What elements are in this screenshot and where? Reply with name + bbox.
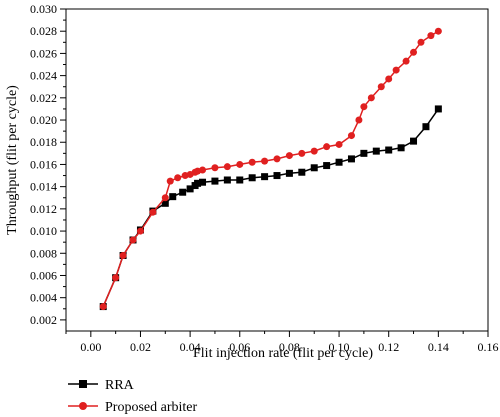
data-point-rra [335, 158, 343, 166]
y-tick-label: 0.026 [30, 46, 57, 60]
x-tick-label: 0.14 [428, 340, 449, 354]
data-point-proposed-arbiter [199, 166, 207, 174]
data-point-proposed-arbiter [236, 160, 244, 168]
data-point-proposed-arbiter [323, 143, 331, 151]
data-point-proposed-arbiter [211, 164, 219, 172]
data-point-rra [161, 199, 169, 207]
data-point-rra [360, 149, 368, 157]
y-axis-label: Throughput (flit per cycle) [5, 85, 20, 235]
data-point-proposed-arbiter [377, 83, 385, 91]
data-point-rra [273, 172, 281, 180]
x-tick-label: 0.12 [378, 340, 399, 354]
data-point-proposed-arbiter [99, 303, 107, 311]
x-tick-label: 0.08 [279, 340, 300, 354]
x-tick-label: 0.06 [229, 340, 250, 354]
data-point-proposed-arbiter [360, 103, 368, 111]
data-point-proposed-arbiter [410, 48, 418, 56]
legend-marker-proposed-arbiter [79, 402, 87, 410]
y-tick-label: 0.002 [30, 313, 57, 327]
data-point-proposed-arbiter [367, 94, 375, 102]
axes: 0.00 0.02 0.04 0.06 0.08 0.10 0.12 0.14 0.16 0.00… [30, 2, 499, 354]
data-point-proposed-arbiter [119, 251, 127, 259]
series-line-proposed-arbiter [102, 30, 439, 307]
data-point-proposed-arbiter [335, 140, 343, 148]
x-axis-label: Flit injection rate (flit per cycle) [193, 346, 373, 361]
y-tick-label: 0.028 [30, 24, 57, 38]
y-tick-label: 0.018 [30, 135, 57, 149]
data-point-proposed-arbiter [355, 116, 363, 124]
data-point-rra [323, 162, 331, 170]
x-tick-label: 0.00 [80, 340, 101, 354]
data-point-proposed-arbiter [166, 177, 174, 185]
data-point-rra [372, 147, 380, 155]
x-tick-label: 0.04 [180, 340, 201, 354]
y-tick-label: 0.016 [30, 157, 57, 171]
plot-frame [65, 8, 489, 332]
data-point-proposed-arbiter [347, 132, 355, 140]
data-point-proposed-arbiter [385, 75, 393, 83]
data-point-proposed-arbiter [112, 274, 120, 282]
data-point-rra [169, 193, 177, 201]
data-point-rra [194, 179, 202, 187]
data-point-proposed-arbiter [161, 194, 169, 202]
y-tick-label: 0.030 [30, 2, 57, 16]
plot-area [99, 27, 442, 311]
y-tick-label: 0.020 [30, 113, 57, 127]
y-tick-label: 0.010 [30, 224, 57, 238]
x-tick-label: 0.10 [329, 340, 350, 354]
y-tick-label: 0.012 [30, 202, 57, 216]
legend-marker-rra [79, 380, 87, 388]
y-tick-label: 0.024 [30, 69, 57, 83]
data-point-rra [248, 174, 256, 182]
data-point-rra [236, 176, 244, 184]
data-point-rra [434, 105, 442, 113]
data-point-proposed-arbiter [129, 236, 137, 244]
data-point-proposed-arbiter [427, 32, 435, 40]
data-point-rra [298, 168, 306, 176]
data-point-proposed-arbiter [434, 27, 442, 35]
data-point-proposed-arbiter [248, 158, 256, 166]
data-point-proposed-arbiter [136, 227, 144, 235]
legend: RRA Proposed arbiter [68, 378, 197, 415]
data-point-rra [211, 177, 219, 185]
data-point-proposed-arbiter [392, 66, 400, 74]
data-point-rra [199, 178, 207, 186]
y-tick-label: 0.014 [30, 180, 57, 194]
data-point-proposed-arbiter [417, 38, 425, 46]
data-point-rra [285, 169, 293, 177]
data-point-rra [422, 123, 430, 131]
data-point-rra [186, 185, 194, 193]
data-point-rra [261, 173, 269, 181]
data-point-proposed-arbiter [285, 152, 293, 160]
legend-label-proposed-arbiter: Proposed arbiter [105, 400, 197, 415]
data-point-proposed-arbiter [402, 57, 410, 65]
data-point-proposed-arbiter [310, 147, 318, 155]
y-tick-label: 0.004 [30, 291, 57, 305]
data-point-proposed-arbiter [149, 208, 157, 216]
data-point-rra [385, 146, 393, 154]
data-point-rra [223, 176, 231, 184]
data-point-rra [410, 137, 418, 145]
data-point-proposed-arbiter [223, 163, 231, 171]
y-tick-label: 0.006 [30, 268, 57, 282]
data-point-proposed-arbiter [273, 155, 281, 163]
data-point-rra [397, 144, 405, 152]
y-tick-label: 0.008 [30, 246, 57, 260]
data-point-rra [310, 164, 318, 172]
data-point-proposed-arbiter [298, 149, 306, 157]
data-point-rra [179, 188, 187, 196]
legend-label-rra: RRA [105, 378, 135, 393]
data-point-proposed-arbiter [174, 174, 182, 182]
data-point-rra [347, 155, 355, 163]
x-tick-label: 0.16 [478, 340, 499, 354]
x-tick-label: 0.02 [130, 340, 151, 354]
data-point-proposed-arbiter [261, 157, 269, 165]
y-tick-label: 0.022 [30, 91, 57, 105]
